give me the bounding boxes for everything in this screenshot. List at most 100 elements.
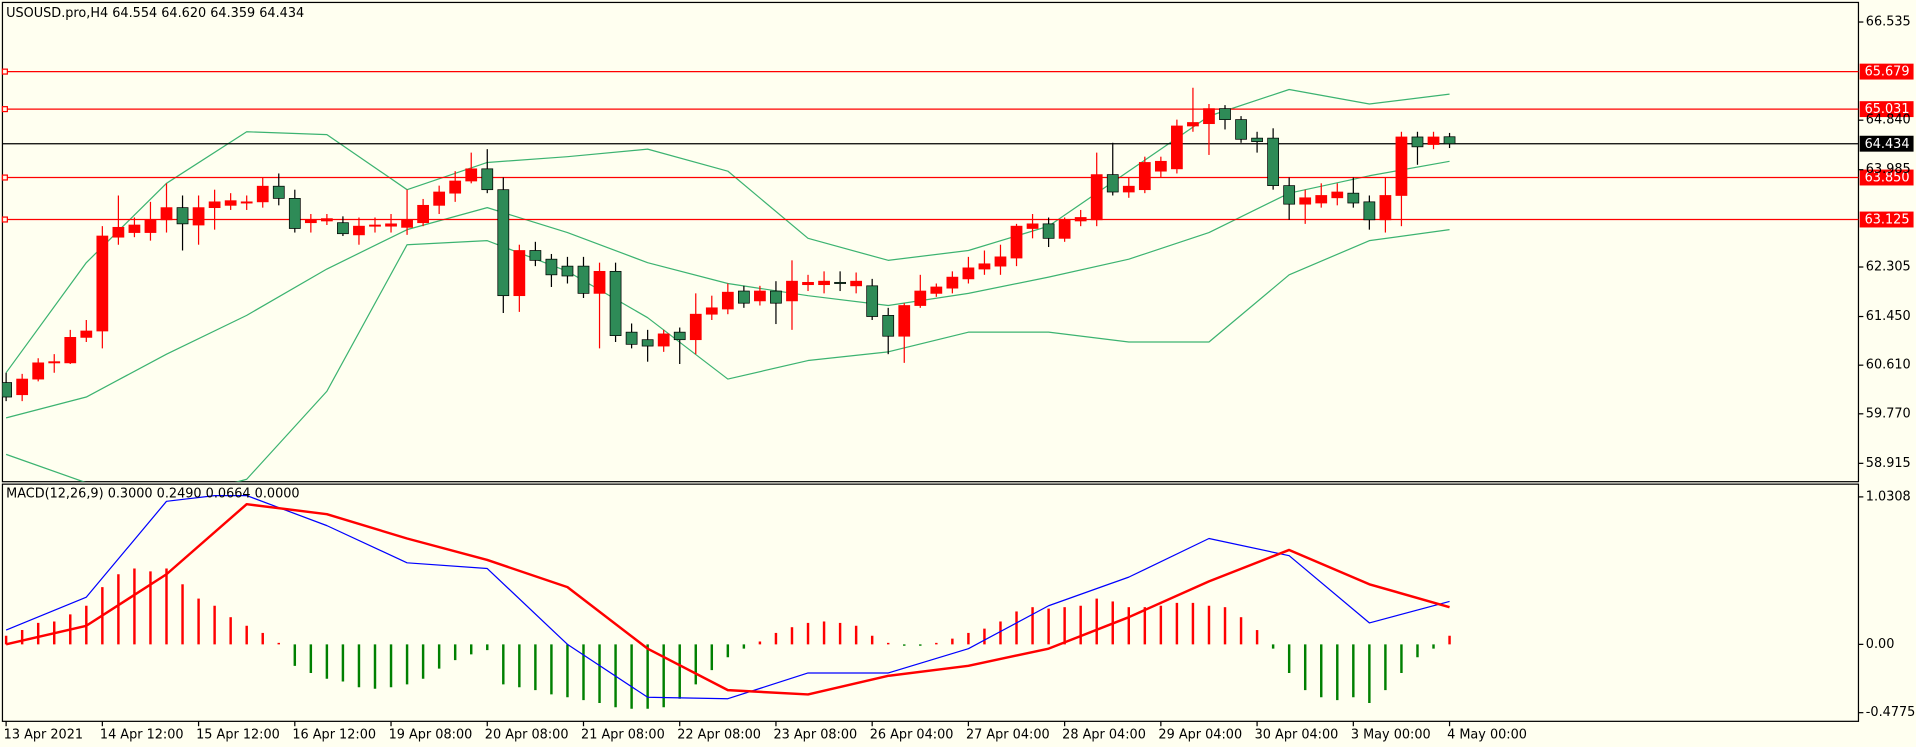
- price-label: 63.125: [1865, 213, 1910, 228]
- candle-body: [481, 168, 494, 191]
- candle-body: [1379, 195, 1392, 221]
- candle-body: [1154, 160, 1167, 172]
- candle-body: [272, 185, 285, 199]
- candle-body: [625, 331, 638, 345]
- candle-body: [353, 225, 365, 236]
- x-tick-label: 28 Apr 04:00: [1062, 727, 1146, 742]
- candle-body: [321, 218, 333, 222]
- candle-body: [337, 222, 349, 235]
- candle-body: [657, 333, 670, 347]
- x-tick-label: 21 Apr 08:00: [581, 727, 665, 742]
- candle-body: [1315, 195, 1328, 204]
- candle-body: [144, 219, 157, 233]
- price-label: 64.434: [1865, 137, 1910, 152]
- x-tick-label: 29 Apr 04:00: [1158, 727, 1242, 742]
- candle-body: [1283, 185, 1296, 205]
- candle-body: [385, 223, 397, 227]
- candle-body: [1251, 137, 1263, 142]
- candle-body: [818, 280, 830, 286]
- candle-body: [994, 256, 1007, 267]
- y-tick-label: 64.840: [1866, 113, 1911, 128]
- candle-body: [16, 378, 29, 396]
- x-tick-label: 22 Apr 08:00: [677, 727, 761, 742]
- candle-body: [513, 250, 526, 297]
- price-label: 65.031: [1865, 102, 1910, 117]
- candle-body: [802, 281, 814, 286]
- candle-body: [1347, 192, 1360, 204]
- candle-body: [754, 290, 766, 302]
- candle-body: [401, 219, 413, 228]
- x-tick-label: 4 May 00:00: [1447, 727, 1527, 742]
- x-tick-label: 14 Apr 12:00: [100, 727, 184, 742]
- candle-body: [898, 305, 911, 337]
- indicator-line: [5, 502, 1450, 696]
- candle-body: [689, 313, 702, 341]
- candle-body: [561, 265, 574, 277]
- y-tick-label: 59.770: [1866, 406, 1911, 421]
- line-handle: [1, 216, 8, 223]
- indicator-line: [5, 229, 1450, 482]
- x-tick-label: 15 Apr 12:00: [196, 727, 280, 742]
- candle-body: [1443, 136, 1456, 145]
- candle-body: [1026, 223, 1039, 229]
- candle-body: [1171, 125, 1183, 170]
- candle-body: [417, 204, 429, 224]
- candle-body: [1106, 174, 1119, 193]
- candle-body: [786, 280, 798, 302]
- candle-body: [946, 276, 959, 289]
- indicator-line: [5, 494, 1450, 700]
- price-label-box: [1859, 135, 1914, 152]
- candle-body: [1427, 136, 1440, 145]
- candle-body: [593, 270, 606, 294]
- main-panel: [1, 1, 1860, 483]
- y-tick-label: -0.4775: [1866, 705, 1916, 720]
- candle-body: [1058, 219, 1071, 239]
- x-tick-label: 19 Apr 08:00: [389, 727, 473, 742]
- line-handle: [1, 106, 8, 113]
- candle-body: [1395, 136, 1408, 196]
- candle-body: [160, 207, 173, 221]
- line-handle: [1, 174, 8, 181]
- candle-body: [176, 207, 189, 225]
- x-tick-label: 16 Apr 12:00: [292, 727, 376, 742]
- candle-body: [369, 224, 381, 227]
- x-tick-label: 27 Apr 04:00: [966, 727, 1050, 742]
- price-label: 63.850: [1865, 171, 1910, 186]
- candle-body: [80, 330, 93, 338]
- y-tick-label: 0.00: [1866, 637, 1895, 652]
- candle-body: [240, 201, 253, 204]
- y-tick-label: 60.610: [1866, 358, 1911, 373]
- candle-body: [1331, 191, 1344, 199]
- y-tick-label: 62.305: [1866, 260, 1911, 275]
- candle-body: [1138, 162, 1151, 191]
- y-tick-label: 1.0308: [1866, 489, 1911, 504]
- candle-body: [641, 339, 654, 347]
- candle-body: [545, 258, 558, 276]
- candle-body: [433, 191, 446, 206]
- candle-body: [737, 290, 750, 304]
- candle-body: [721, 291, 734, 310]
- candle-body: [705, 307, 718, 315]
- candle-body: [834, 281, 846, 284]
- candle-body: [882, 314, 895, 337]
- candle-body: [1267, 137, 1280, 186]
- chart-title: USOUSD.pro,H4 64.554 64.620 64.359 64.43…: [6, 6, 304, 21]
- candle-body: [112, 226, 125, 238]
- candle-body: [1235, 119, 1247, 140]
- candle-body: [866, 285, 879, 317]
- candle-body: [1363, 201, 1376, 221]
- candle-body: [529, 250, 542, 261]
- candle-body: [978, 263, 991, 270]
- candle-body: [609, 270, 622, 337]
- candle-body: [1122, 185, 1135, 193]
- x-tick-label: 30 Apr 04:00: [1255, 727, 1339, 742]
- main-plot: [2, 70, 1859, 482]
- x-tick-label: 26 Apr 04:00: [870, 727, 954, 742]
- candle-body: [96, 235, 109, 332]
- candle-body: [673, 331, 686, 341]
- candle-body: [914, 290, 927, 306]
- candle-body: [449, 180, 462, 194]
- candle-body: [1411, 136, 1424, 148]
- x-tick-label: 13 Apr 2021: [4, 727, 83, 742]
